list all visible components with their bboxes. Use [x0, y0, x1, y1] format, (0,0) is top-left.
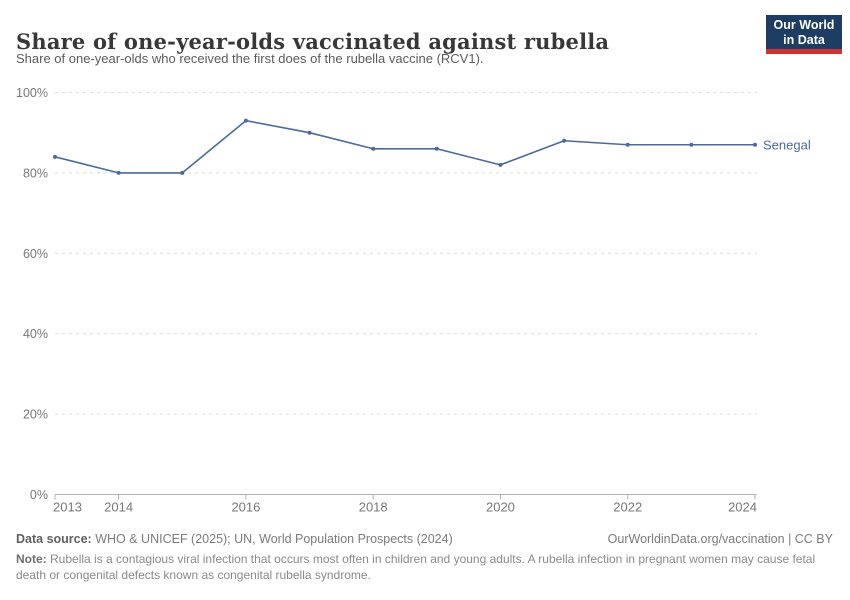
- data-point-2018[interactable]: [371, 146, 376, 151]
- footer-source-row: Data source: WHO & UNICEF (2025); UN, Wo…: [16, 532, 833, 546]
- y-axis-tick-label: 80%: [23, 166, 48, 180]
- data-point-2014[interactable]: [116, 170, 121, 175]
- data-point-2016[interactable]: [243, 118, 248, 123]
- data-point-2019[interactable]: [434, 146, 439, 151]
- series-line-senegal[interactable]: [54, 119, 756, 174]
- page-title: Share of one-year-olds vaccinated agains…: [16, 29, 610, 55]
- y-axis-tick-label: 20%: [23, 408, 48, 422]
- data-source-label: Data source:: [16, 532, 92, 546]
- note-label: Note:: [16, 552, 47, 566]
- data-point-2023[interactable]: [689, 142, 694, 147]
- x-axis-tick-label: 2024: [728, 500, 757, 515]
- data-point-2020[interactable]: [498, 162, 503, 167]
- footer-note: Note: Rubella is a contagious viral infe…: [16, 551, 820, 583]
- data-point-2015[interactable]: [180, 170, 185, 175]
- y-axis-tick-label: 0%: [30, 488, 48, 502]
- y-axis-tick-label: 40%: [23, 327, 48, 341]
- x-axis-tick-label: 2020: [486, 500, 515, 515]
- x-axis-tick-label: 2022: [613, 500, 642, 515]
- data-point-2013[interactable]: [53, 154, 57, 159]
- data-point-2017[interactable]: [307, 130, 312, 135]
- series-label-senegal[interactable]: Senegal: [763, 137, 811, 152]
- y-axis-tick-label: 100%: [16, 86, 48, 100]
- note-text: Rubella is a contagious viral infection …: [16, 552, 816, 582]
- x-axis-tick-label: 2018: [359, 500, 388, 515]
- attribution-link[interactable]: OurWorldinData.org/vaccination | CC BY: [607, 532, 833, 546]
- x-axis-tick-label: 2016: [231, 500, 260, 515]
- owid-logo-line2: in Data: [783, 32, 825, 47]
- chart-subtitle: Share of one-year-olds who received the …: [16, 51, 484, 66]
- x-axis-tick-label: 2014: [104, 500, 133, 515]
- owid-logo-line1: Our World: [773, 18, 835, 32]
- x-axis-tick-label: 2013: [53, 500, 82, 515]
- data-point-2022[interactable]: [625, 142, 630, 147]
- data-point-2021[interactable]: [562, 138, 567, 143]
- owid-logo[interactable]: Our World in Data: [766, 15, 842, 54]
- data-point-2024[interactable]: [753, 142, 757, 147]
- data-source-text: Data source: WHO & UNICEF (2025); UN, Wo…: [16, 532, 453, 546]
- y-axis-tick-label: 60%: [23, 247, 48, 261]
- data-source-value: WHO & UNICEF (2025); UN, World Populatio…: [95, 532, 453, 546]
